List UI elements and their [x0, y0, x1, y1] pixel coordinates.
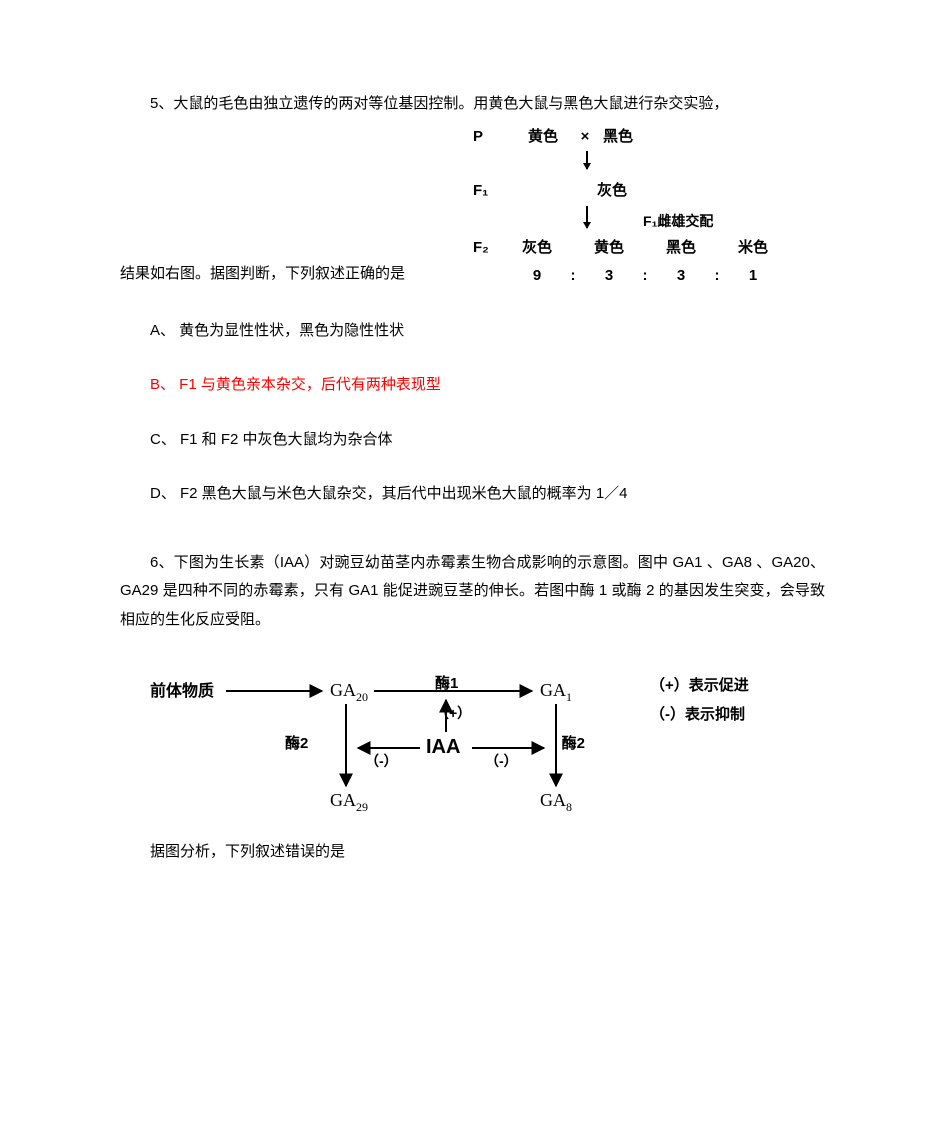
f2-ratio-6: 1 [729, 262, 777, 291]
ga29-label: GA29 [330, 790, 368, 814]
f2-ratio-0: 9 [513, 262, 561, 291]
p-right-pheno: 黑色 [597, 123, 663, 152]
q5-figure-row: 结果如右图。据图判断，下列叙述正确的是 P 黄色 × 黑色 [120, 123, 825, 291]
f1-label: F₁ [473, 177, 513, 206]
f2-ratio-3: : [633, 262, 657, 291]
precursor-label: 前体物质 [150, 681, 214, 700]
ga8-label: GA8 [540, 790, 572, 814]
q6-stem: 6、下图为生长素（IAA）对豌豆幼苗茎内赤霉素生物合成影响的示意图。图中 GA1… [120, 549, 825, 635]
f2-pheno-1: 黄色 [585, 234, 633, 263]
q5-option-d: D、 F2 黑色大鼠与米色大鼠杂交，其后代中出现米色大鼠的概率为 1／4 [120, 480, 825, 509]
legend-plus: （+）表示促进 [650, 672, 749, 701]
biochem-diagram-row: 前体物质 GA20 GA1 GA29 GA8 IAA 酶1 酶2 酶2 （+） … [120, 668, 825, 818]
q5-option-c: C、 F1 和 F2 中灰色大鼠均为杂合体 [120, 426, 825, 455]
f1-pheno: 灰色 [597, 177, 657, 206]
q5-option-b: B、 F1 与黄色亲本杂交，后代有两种表现型 [120, 371, 825, 400]
ga1-label: GA1 [540, 680, 572, 704]
arrow-f1-f2 [586, 206, 588, 228]
q5-stem-prefix: 5、大鼠的毛色由独立遗传的两对等位基因控制。用黄色大鼠与黑色大鼠进行杂交实验， [120, 90, 825, 119]
minus-left-label: （-） [365, 753, 398, 769]
p-label: P [473, 123, 513, 152]
q5-option-a: A、 黄色为显性性状，黑色为隐性性状 [120, 317, 825, 346]
p-left-pheno: 黄色 [513, 123, 573, 152]
enzyme2-right-label: 酶2 [562, 734, 585, 752]
ga20-label: GA20 [330, 680, 368, 704]
question-5: 5、大鼠的毛色由独立遗传的两对等位基因控制。用黄色大鼠与黑色大鼠进行杂交实验， … [120, 90, 825, 509]
genetics-cross-diagram: P 黄色 × 黑色 F₁ [473, 123, 823, 291]
plus-label: （+） [435, 705, 471, 721]
arrow-p-f1 [586, 151, 588, 169]
f2-label: F₂ [473, 234, 513, 263]
f2-pheno-0: 灰色 [513, 234, 561, 263]
q6-post: 据图分析，下列叙述错误的是 [120, 838, 825, 867]
f2-pheno-2: 黑色 [657, 234, 705, 263]
enzyme1-label: 酶1 [435, 674, 458, 692]
f1-mating-note: F₁雌雄交配 [643, 208, 713, 235]
f2-ratio-1: : [561, 262, 585, 291]
f2-ratio-2: 3 [585, 262, 633, 291]
q5-stem-suffix: 结果如右图。据图判断，下列叙述正确的是 [120, 260, 413, 291]
question-6: 6、下图为生长素（IAA）对豌豆幼苗茎内赤霉素生物合成影响的示意图。图中 GA1… [120, 549, 825, 867]
iaa-label: IAA [426, 736, 460, 758]
f2-ratio-5: : [705, 262, 729, 291]
f2-ratio-4: 3 [657, 262, 705, 291]
cross-operator: × [573, 123, 597, 152]
f2-pheno-3: 米色 [729, 234, 777, 263]
page: 5、大鼠的毛色由独立遗传的两对等位基因控制。用黄色大鼠与黑色大鼠进行杂交实验， … [0, 0, 945, 927]
biochem-legend: （+）表示促进 （-）表示抑制 [650, 668, 749, 729]
legend-minus: （-）表示抑制 [650, 701, 749, 730]
enzyme2-left-label: 酶2 [285, 734, 308, 752]
biochem-pathway-diagram: 前体物质 GA20 GA1 GA29 GA8 IAA 酶1 酶2 酶2 （+） … [140, 668, 620, 818]
minus-right-label: （-） [485, 753, 518, 769]
